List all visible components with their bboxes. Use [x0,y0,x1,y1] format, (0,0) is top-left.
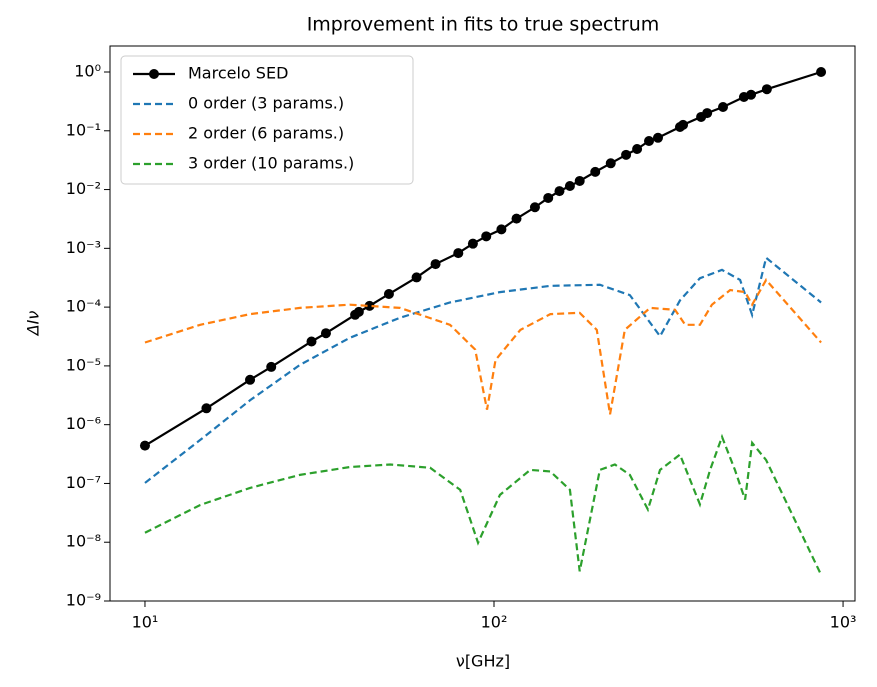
data-point [467,238,478,249]
y-tick-label: 10⁻⁶ [66,414,101,433]
data-point [411,272,422,283]
chart-title: Improvement in fits to true spectrum [307,14,660,36]
data-point [364,300,375,311]
x-axis-label: ν[GHz] [456,652,510,671]
data-point [306,336,317,347]
data-point [481,231,492,242]
y-tick-label: 10⁻⁴ [66,297,101,316]
plot-frame [109,45,856,602]
y-tick-label: 10⁻³ [66,238,101,257]
legend-marker [149,69,159,79]
y-axis-label: ΔIν [24,311,43,338]
data-point [139,440,150,451]
x-tick-label: 10¹ [132,613,159,632]
data-point [353,306,364,317]
x-tick-label: 10³ [830,613,857,632]
data-point [201,403,212,414]
data-point [511,213,522,224]
data-point [574,175,585,186]
y-tick-label: 10⁰ [74,62,101,81]
data-point [678,119,689,130]
data-point [320,328,331,339]
data-point [644,136,655,147]
legend-label: 2 order (6 params.) [188,124,344,143]
data-point [590,166,601,177]
data-point [652,132,663,143]
data-point [554,186,565,197]
legend-label: Marcelo SED [188,64,288,83]
y-tick-label: 10⁻¹ [66,120,101,139]
data-point [496,224,507,235]
y-tick-label: 10⁻⁸ [66,532,101,551]
data-point [718,101,729,112]
y-tick-label: 10⁻⁵ [66,355,101,374]
y-tick-label: 10⁻⁷ [66,473,101,492]
data-point [746,89,757,100]
data-point [383,289,394,300]
data-point [621,149,632,160]
data-point [632,143,643,154]
x-tick-label: 10² [481,613,508,632]
data-point [266,361,277,372]
data-point [543,192,554,203]
series-line [144,278,822,415]
data-point [430,259,441,270]
legend-box [120,55,414,185]
legend-label: 3 order (10 params.) [188,154,354,173]
data-point [605,158,616,169]
data-point [245,374,256,385]
data-point [453,248,464,259]
data-point [816,67,827,78]
y-tick-label: 10⁻⁹ [66,591,101,610]
series-line [144,433,823,576]
series-line [144,255,822,484]
data-point [529,202,540,213]
y-tick-label: 10⁻² [66,179,101,198]
data-point [564,180,575,191]
data-point [761,84,772,95]
data-point [702,108,713,119]
legend-label: 0 order (3 params.) [188,94,344,113]
